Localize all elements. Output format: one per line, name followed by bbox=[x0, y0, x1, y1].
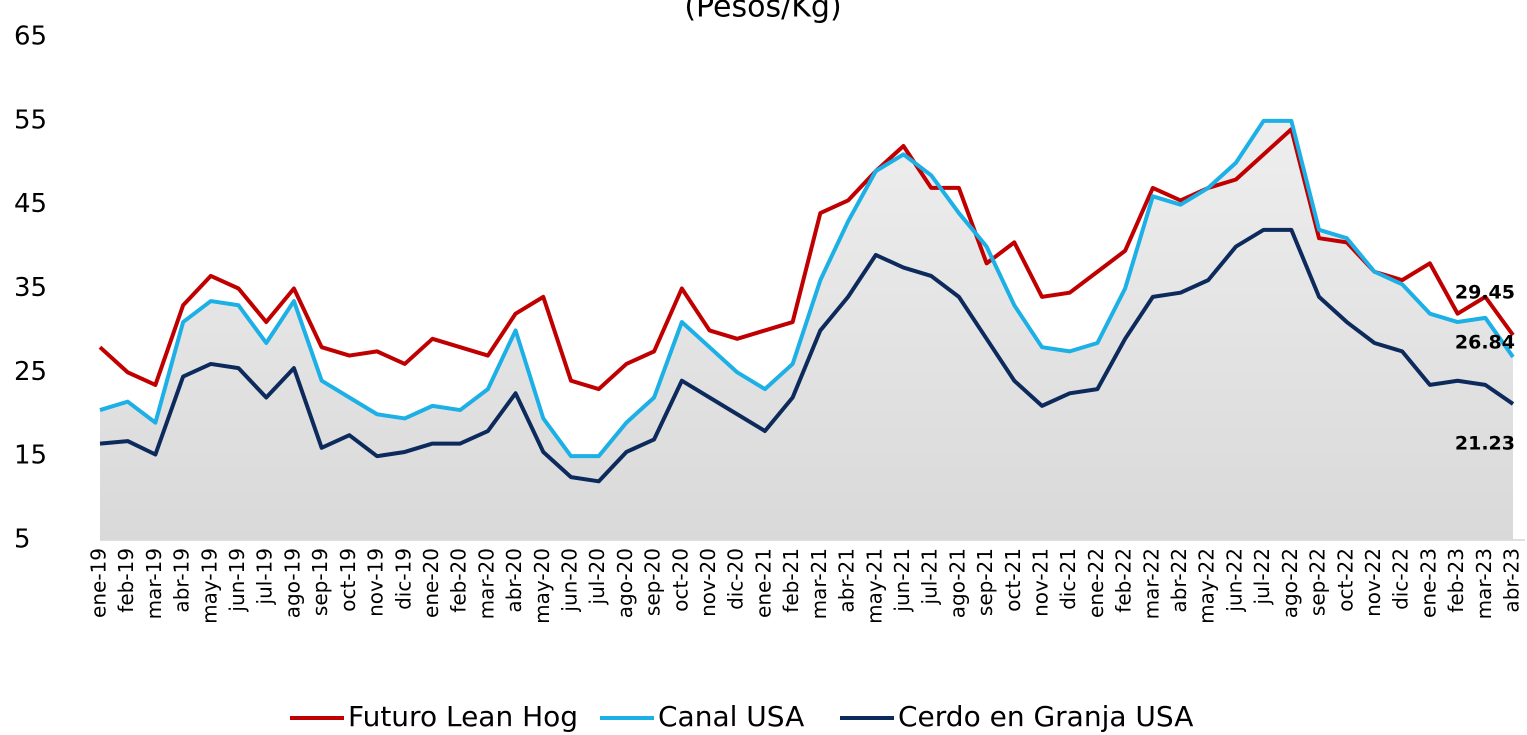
x-tick-label: ago-21 bbox=[945, 548, 969, 618]
x-tick-label: abr-20 bbox=[502, 548, 526, 613]
y-tick-label: 55 bbox=[14, 105, 47, 135]
x-tick-label: ago-20 bbox=[613, 548, 637, 618]
x-tick-label: sep-22 bbox=[1306, 548, 1330, 616]
legend-label: Cerdo en Granja USA bbox=[898, 700, 1193, 733]
x-tick-label: feb-21 bbox=[779, 548, 803, 613]
x-tick-label: may-19 bbox=[197, 548, 221, 624]
x-tick-label: mar-20 bbox=[474, 548, 498, 619]
x-tick-label: abr-19 bbox=[170, 548, 194, 613]
area bbox=[100, 120, 1513, 540]
chart-title: (Pesos/Kg) bbox=[684, 0, 841, 25]
y-tick-label: 35 bbox=[14, 273, 47, 303]
x-tick-label: dic-22 bbox=[1389, 548, 1413, 610]
x-tick-label: oct-19 bbox=[336, 548, 360, 612]
y-tick-label: 65 bbox=[14, 22, 47, 52]
x-tick-label: abr-23 bbox=[1500, 548, 1524, 613]
x-tick-label: mar-23 bbox=[1472, 548, 1496, 619]
x-tick-label: jun-20 bbox=[558, 548, 582, 613]
legend-label: Futuro Lean Hog bbox=[348, 700, 578, 733]
data-label: 21.23 bbox=[1455, 432, 1515, 454]
x-tick-label: jul-22 bbox=[1250, 548, 1274, 605]
x-tick-label: ene-23 bbox=[1416, 548, 1440, 618]
x-tick-label: dic-19 bbox=[391, 548, 415, 610]
x-tick-label: nov-19 bbox=[364, 548, 388, 617]
x-tick-label: jun-21 bbox=[890, 548, 914, 613]
data-label: 29.45 bbox=[1455, 282, 1515, 304]
x-tick-label: jul-19 bbox=[253, 548, 277, 605]
x-tick-label: oct-20 bbox=[668, 548, 692, 612]
x-tick-label: oct-21 bbox=[1001, 548, 1025, 612]
x-tick-label: mar-19 bbox=[142, 548, 166, 619]
x-tick-label: sep-20 bbox=[641, 548, 665, 616]
x-tick-label: ene-20 bbox=[419, 548, 443, 618]
legend-label: Canal USA bbox=[658, 700, 804, 733]
x-tick-label: may-20 bbox=[530, 548, 554, 624]
x-tick-label: feb-23 bbox=[1444, 548, 1468, 613]
x-tick-label: dic-20 bbox=[724, 548, 748, 610]
x-tick-label: mar-22 bbox=[1139, 548, 1163, 619]
x-tick-label: oct-22 bbox=[1333, 548, 1357, 612]
x-tick-label: may-21 bbox=[862, 548, 886, 624]
x-tick-label: mar-21 bbox=[807, 548, 831, 619]
x-tick-label: ene-21 bbox=[751, 548, 775, 618]
y-tick-label: 15 bbox=[14, 441, 47, 471]
x-tick-label: nov-22 bbox=[1361, 548, 1385, 617]
line bbox=[99, 227, 1515, 484]
x-tick-label: ago-22 bbox=[1278, 548, 1302, 618]
x-tick-label: jul-21 bbox=[918, 548, 942, 605]
data-label: 26.84 bbox=[1455, 331, 1515, 353]
x-tick-label: jul-20 bbox=[585, 548, 609, 605]
x-tick-label: ago-19 bbox=[280, 548, 304, 618]
line bbox=[98, 127, 1515, 392]
x-tick-label: jun-22 bbox=[1222, 548, 1246, 613]
x-tick-label: dic-21 bbox=[1056, 548, 1080, 610]
x-tick-label: nov-21 bbox=[1029, 548, 1053, 617]
x-tick-label: ene-19 bbox=[87, 548, 111, 618]
x-tick-label: jun-19 bbox=[225, 548, 249, 613]
x-tick-label: sep-21 bbox=[973, 548, 997, 616]
y-tick-label: 25 bbox=[14, 357, 47, 387]
x-tick-label: abr-21 bbox=[835, 548, 859, 613]
line bbox=[99, 118, 1515, 459]
x-tick-label: feb-19 bbox=[114, 548, 138, 613]
x-tick-label: ene-22 bbox=[1084, 548, 1108, 618]
x-tick-label: nov-20 bbox=[696, 548, 720, 617]
x-tick-label: feb-20 bbox=[447, 548, 471, 613]
x-tick-label: sep-19 bbox=[308, 548, 332, 616]
x-tick-label: may-22 bbox=[1195, 548, 1219, 624]
y-tick-label: 45 bbox=[14, 189, 47, 219]
y-tick-label: 5 bbox=[14, 525, 31, 555]
x-tick-label: abr-22 bbox=[1167, 548, 1191, 613]
x-tick-label: feb-22 bbox=[1112, 548, 1136, 613]
